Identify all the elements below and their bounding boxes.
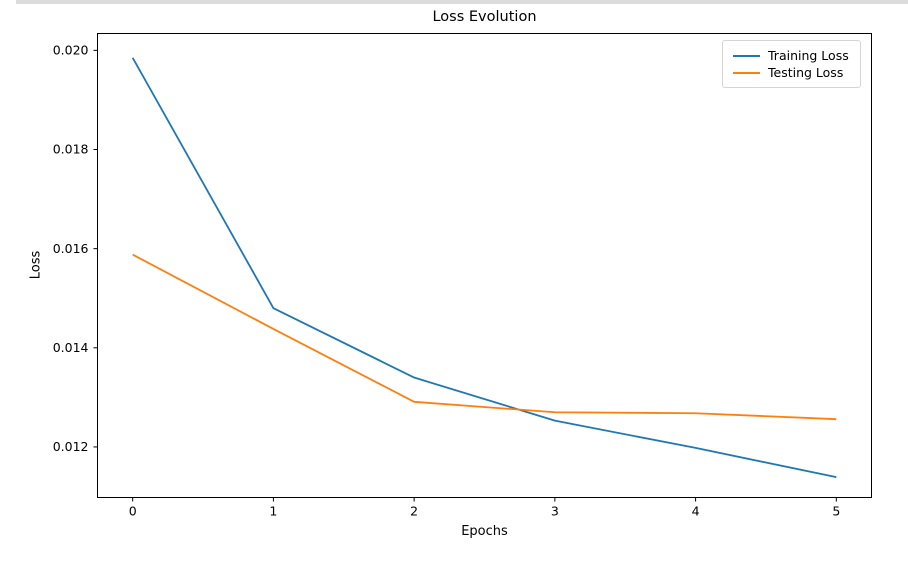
x-axis-label: Epochs <box>461 524 508 539</box>
x-tick-label: 4 <box>692 504 700 519</box>
y-axis-label: Loss <box>28 250 44 280</box>
training-loss-line-sample <box>733 54 760 57</box>
legend-label-training-loss: Training Loss <box>768 48 849 63</box>
y-tick-label: 0.014 <box>53 340 89 355</box>
x-tick-label: 0 <box>129 504 137 519</box>
testing-loss-line <box>132 253 837 421</box>
legend-item-testing-loss: Testing Loss <box>733 64 852 81</box>
top-border-strip <box>16 0 908 4</box>
x-tick-label: 5 <box>832 504 840 519</box>
plot-border <box>97 33 872 498</box>
training-loss-line <box>131 57 837 479</box>
y-tick-label: 0.018 <box>53 142 89 157</box>
x-tick-label: 3 <box>551 504 559 519</box>
legend-label-testing-loss: Testing Loss <box>768 65 844 80</box>
x-tick-label: 2 <box>410 504 418 519</box>
testing-loss-line-sample <box>733 71 760 74</box>
legend: Training Loss Testing Loss <box>722 40 861 88</box>
legend-item-training-loss: Training Loss <box>733 47 852 64</box>
y-tick-label: 0.016 <box>53 241 89 256</box>
chart-title: Loss Evolution <box>432 9 537 25</box>
y-tick-label: 0.012 <box>53 439 89 454</box>
y-tick-label: 0.020 <box>53 43 89 58</box>
x-tick-label: 1 <box>269 504 277 519</box>
